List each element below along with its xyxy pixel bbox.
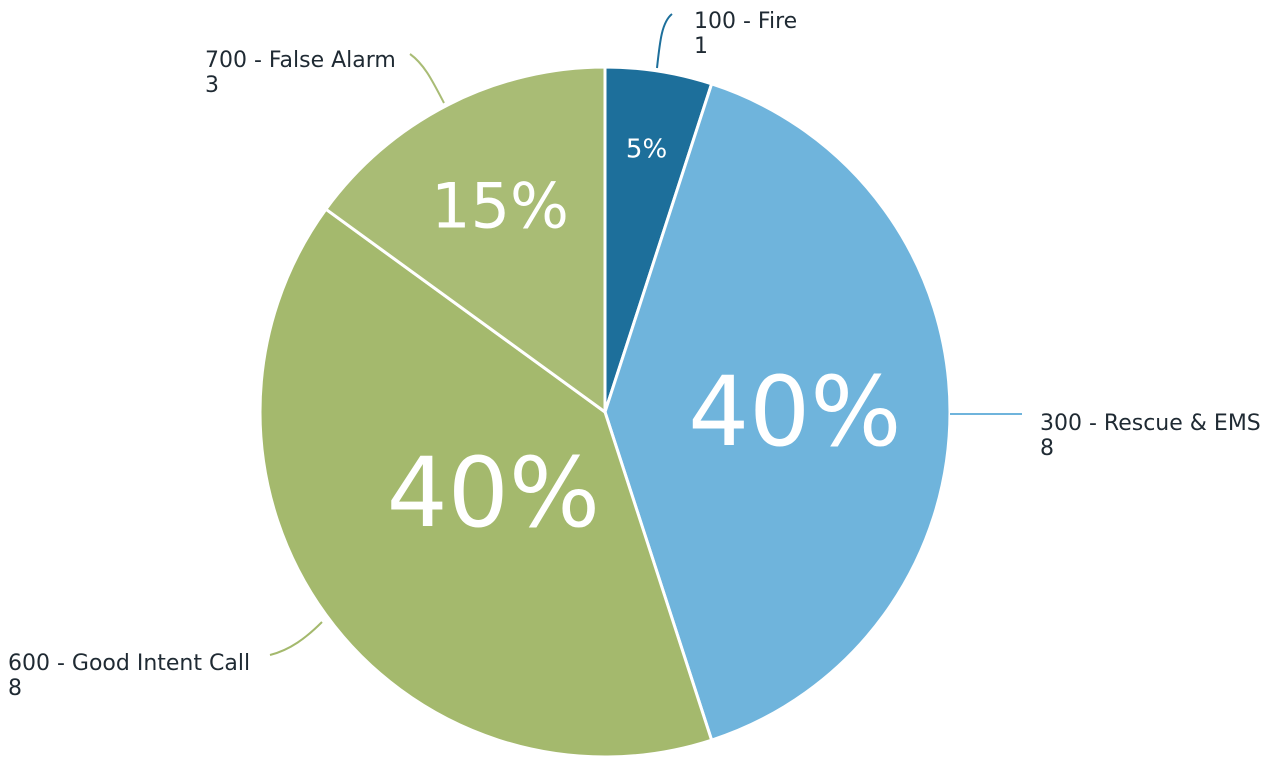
percent-label-fire: 5% bbox=[626, 135, 667, 165]
category-count-false-alarm: 3 bbox=[205, 73, 219, 98]
leader-line-fire bbox=[656, 13, 673, 69]
category-label-good-intent-call: 600 - Good Intent Call bbox=[8, 651, 250, 676]
pie-slice-rescue-ems bbox=[603, 82, 952, 742]
leader-line-good-intent-call bbox=[269, 621, 323, 656]
percent-label-false-alarm: 15% bbox=[431, 170, 569, 243]
category-label-rescue-ems: 300 - Rescue & EMS bbox=[1040, 411, 1261, 436]
category-label-false-alarm: 700 - False Alarm bbox=[205, 48, 396, 73]
pie-slice-good-intent-call bbox=[258, 207, 714, 759]
category-label-fire: 100 - Fire bbox=[694, 9, 797, 34]
percent-labels: 5% 40% 40% 15% bbox=[387, 135, 902, 549]
pie-slice-false-alarm bbox=[324, 65, 607, 414]
category-count-good-intent-call: 8 bbox=[8, 676, 22, 701]
category-count-rescue-ems: 8 bbox=[1040, 436, 1054, 461]
percent-label-rescue-ems: 40% bbox=[688, 356, 901, 468]
leader-lines bbox=[269, 13, 1022, 656]
percent-label-good-intent-call: 40% bbox=[387, 437, 600, 549]
category-count-fire: 1 bbox=[694, 34, 708, 59]
pie-slices bbox=[258, 65, 952, 759]
leader-line-false-alarm bbox=[409, 53, 445, 104]
